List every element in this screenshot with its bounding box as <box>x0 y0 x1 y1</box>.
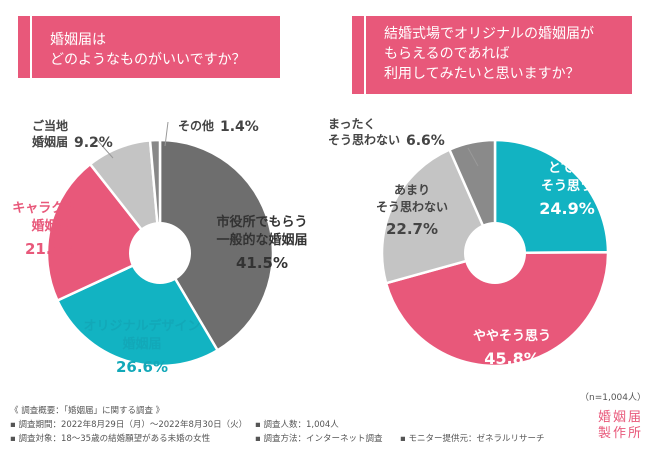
footer-provider: ▪ モニター提供元：ゼネラルリサーチ <box>400 434 545 444</box>
footer-overview: 《 調査概要：「婚姻届」に関する調査 》 <box>10 406 165 416</box>
pie-2-leader-4 <box>467 147 479 167</box>
pie-1-label-1-line-2: 一般的な婚姻届 <box>216 232 307 248</box>
pie-1-label-3-line-1: キャラクター <box>12 201 89 216</box>
pie-2-label-3-line-2: そう思わない <box>376 200 448 214</box>
footer-target: ▪ 調査対象：18～35歳の結婚願望がある未婚の女性 <box>10 434 211 444</box>
pie-2-label-1-line-1: とても <box>548 161 586 176</box>
pie-2-label-2-line-1: ややそう思う <box>473 329 551 344</box>
pie-1-label-2-line-1: オリジナルデザイン <box>83 318 200 334</box>
pie-2-slice-2 <box>384 251 610 368</box>
pie-2-center-hole <box>464 222 526 284</box>
pie-2-value-2: 45.8% <box>484 349 540 368</box>
pie-1-value-2: 26.6% <box>116 358 168 376</box>
pie-1-center-hole <box>129 222 191 284</box>
pie-1-value-5: 1.4% <box>220 119 259 135</box>
pie-1-leader-4 <box>96 139 114 159</box>
footer-period: ▪ 調査期間：2022年8月29日（月）～2022年8月30日（火） <box>10 420 248 430</box>
pie-chart-1: 市役所でもらう一般的な婚姻届41.5%オリジナルデザイン婚姻届26.6%キャラク… <box>12 118 307 376</box>
footer-count: ▪ 調査人数：1,004人 <box>255 420 339 430</box>
pie-2-slice-1 <box>493 138 610 255</box>
pie-1-value-1: 41.5% <box>236 254 288 272</box>
brand-line-2: 製作所 <box>598 426 644 441</box>
pie-chart-2: とてもそう思う24.9%ややそう思う45.8%あまりそう思わない22.7%まった… <box>328 117 610 368</box>
pie-1-label-2-line-2: 婚姻届 <box>122 336 161 352</box>
question-1-box: 婚姻届は どのようなものがいいですか？ <box>18 16 280 78</box>
footer-method: ▪ 調査方法：インターネット調査 <box>255 434 383 444</box>
pie-1-slice-2 <box>55 251 220 368</box>
pie-1-slice-1 <box>158 138 275 352</box>
brand-logo: 婚姻届 製作所 <box>598 410 643 442</box>
pie-1-label-4-line-2: 婚姻届 <box>32 134 68 149</box>
pie-2-label-1-line-2: そう思う <box>541 179 593 194</box>
pie-1-value-4: 9.2% <box>74 135 113 151</box>
sample-size-note: （n=1,004人） <box>580 393 647 403</box>
pie-2-value-1: 24.9% <box>539 199 595 218</box>
pie-1-value-3: 21.3% <box>25 240 77 258</box>
pie-1-label-3-line-2: 婚姻届 <box>31 218 70 234</box>
pie-1-label-4-line-1: ご当地 <box>32 118 68 133</box>
pie-2-label-4-line-2: そう思わない <box>328 133 400 147</box>
pie-2-label-3-line-1: あまり <box>394 183 430 197</box>
pie-1-label-5-line-1: その他 <box>178 118 214 133</box>
brand-line-1: 婚姻届 <box>598 410 644 425</box>
pie-2-value-3: 22.7% <box>386 220 438 238</box>
pie-2-value-4: 6.6% <box>406 133 445 149</box>
question-2-box: 結婚式場でオリジナルの婚姻届が もらえるのであれば 利用してみたいと思いますか？ <box>352 16 632 94</box>
pie-2-label-4-line-1: まったく <box>328 117 376 131</box>
pie-1-slice-3 <box>45 162 162 303</box>
pie-1-label-1-line-1: 市役所でもらう <box>216 214 307 230</box>
pie-1-leader-5 <box>164 121 169 147</box>
